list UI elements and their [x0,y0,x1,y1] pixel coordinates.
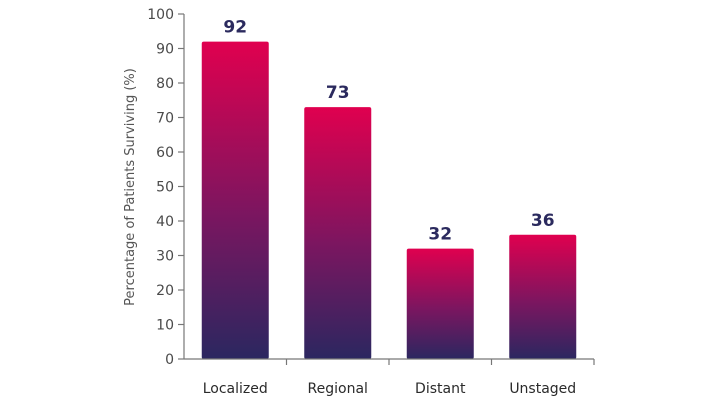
y-tick-label: 60 [156,145,174,161]
y-axis: 0 10 20 30 40 50 60 70 80 90 100 [147,7,184,368]
bar-regional [304,107,372,360]
y-tick-label: 50 [156,180,174,196]
y-tick-label: 100 [147,7,174,23]
bars: 92 73 32 36 [201,18,577,360]
y-tick-label: 80 [156,76,174,92]
x-category-label: Distant [415,381,466,397]
x-category-label: Localized [203,381,268,397]
bar-localized [201,41,269,359]
x-category-label: Unstaged [509,381,576,397]
bar-value-label: 32 [428,225,452,245]
bar-unstaged [509,234,577,359]
x-axis: Localized Regional Distant Unstaged [203,359,595,397]
y-tick-label: 20 [156,283,174,299]
y-tick-label: 90 [156,42,174,58]
x-category-label: Regional [308,381,368,397]
bar-value-label: 92 [223,18,247,38]
y-tick-label: 30 [156,249,174,265]
y-tick-label: 0 [165,352,174,368]
y-tick-label: 40 [156,214,174,230]
y-tick-label: 70 [156,111,174,127]
bar-value-label: 73 [326,83,350,103]
y-tick-label: 10 [156,318,174,334]
y-axis-label: Percentage of Patients Surviving (%) [123,68,138,306]
bar-value-label: 36 [531,211,555,231]
bar-distant [406,248,474,359]
